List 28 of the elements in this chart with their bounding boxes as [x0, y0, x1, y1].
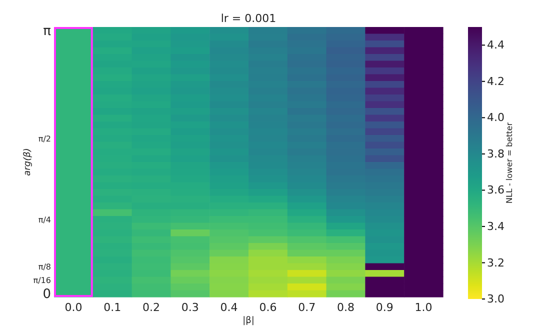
color-bar-label: 4.2	[487, 74, 504, 88]
y-tick-label: π/16	[33, 276, 51, 286]
x-tick-label: 0.1	[104, 300, 122, 314]
x-tick-label: 0.3	[181, 300, 199, 314]
color-bar-label: 4.0	[487, 111, 504, 124]
x-tick-label: 0.2	[142, 300, 160, 314]
x-tick-label: 0.4	[220, 300, 238, 314]
color-bar-label: 3.4	[487, 220, 504, 233]
x-tick-label: 0.9	[376, 300, 394, 314]
color-bar-label: 3.2	[487, 256, 504, 270]
color-bar-label: 3.8	[487, 147, 504, 160]
y-axis-title: arg(β)	[23, 148, 33, 176]
y-tick-label: π	[43, 24, 52, 39]
x-tick-label: 0.8	[337, 300, 354, 314]
y-tick-label: π/8	[38, 262, 51, 272]
y-tick-label: 0	[42, 287, 51, 302]
y-tick-label: π/2	[38, 134, 51, 144]
x-tick-label: 0.6	[259, 300, 277, 314]
x-tick-label: 0.7	[298, 300, 316, 314]
x-tick-label: 1.0	[414, 300, 432, 314]
x-axis-title: |β|	[242, 316, 254, 326]
chart-title: lr = 0.001	[220, 12, 276, 25]
color-bar-title: NLL - lower = better	[505, 122, 514, 204]
x-tick-label: 0.0	[64, 300, 82, 314]
color-bar-label: 3.0	[487, 292, 504, 306]
color-bar-label: 3.6	[487, 184, 504, 197]
color-bar-label: 4.4	[487, 38, 504, 52]
y-tick-label: π/4	[38, 215, 51, 224]
